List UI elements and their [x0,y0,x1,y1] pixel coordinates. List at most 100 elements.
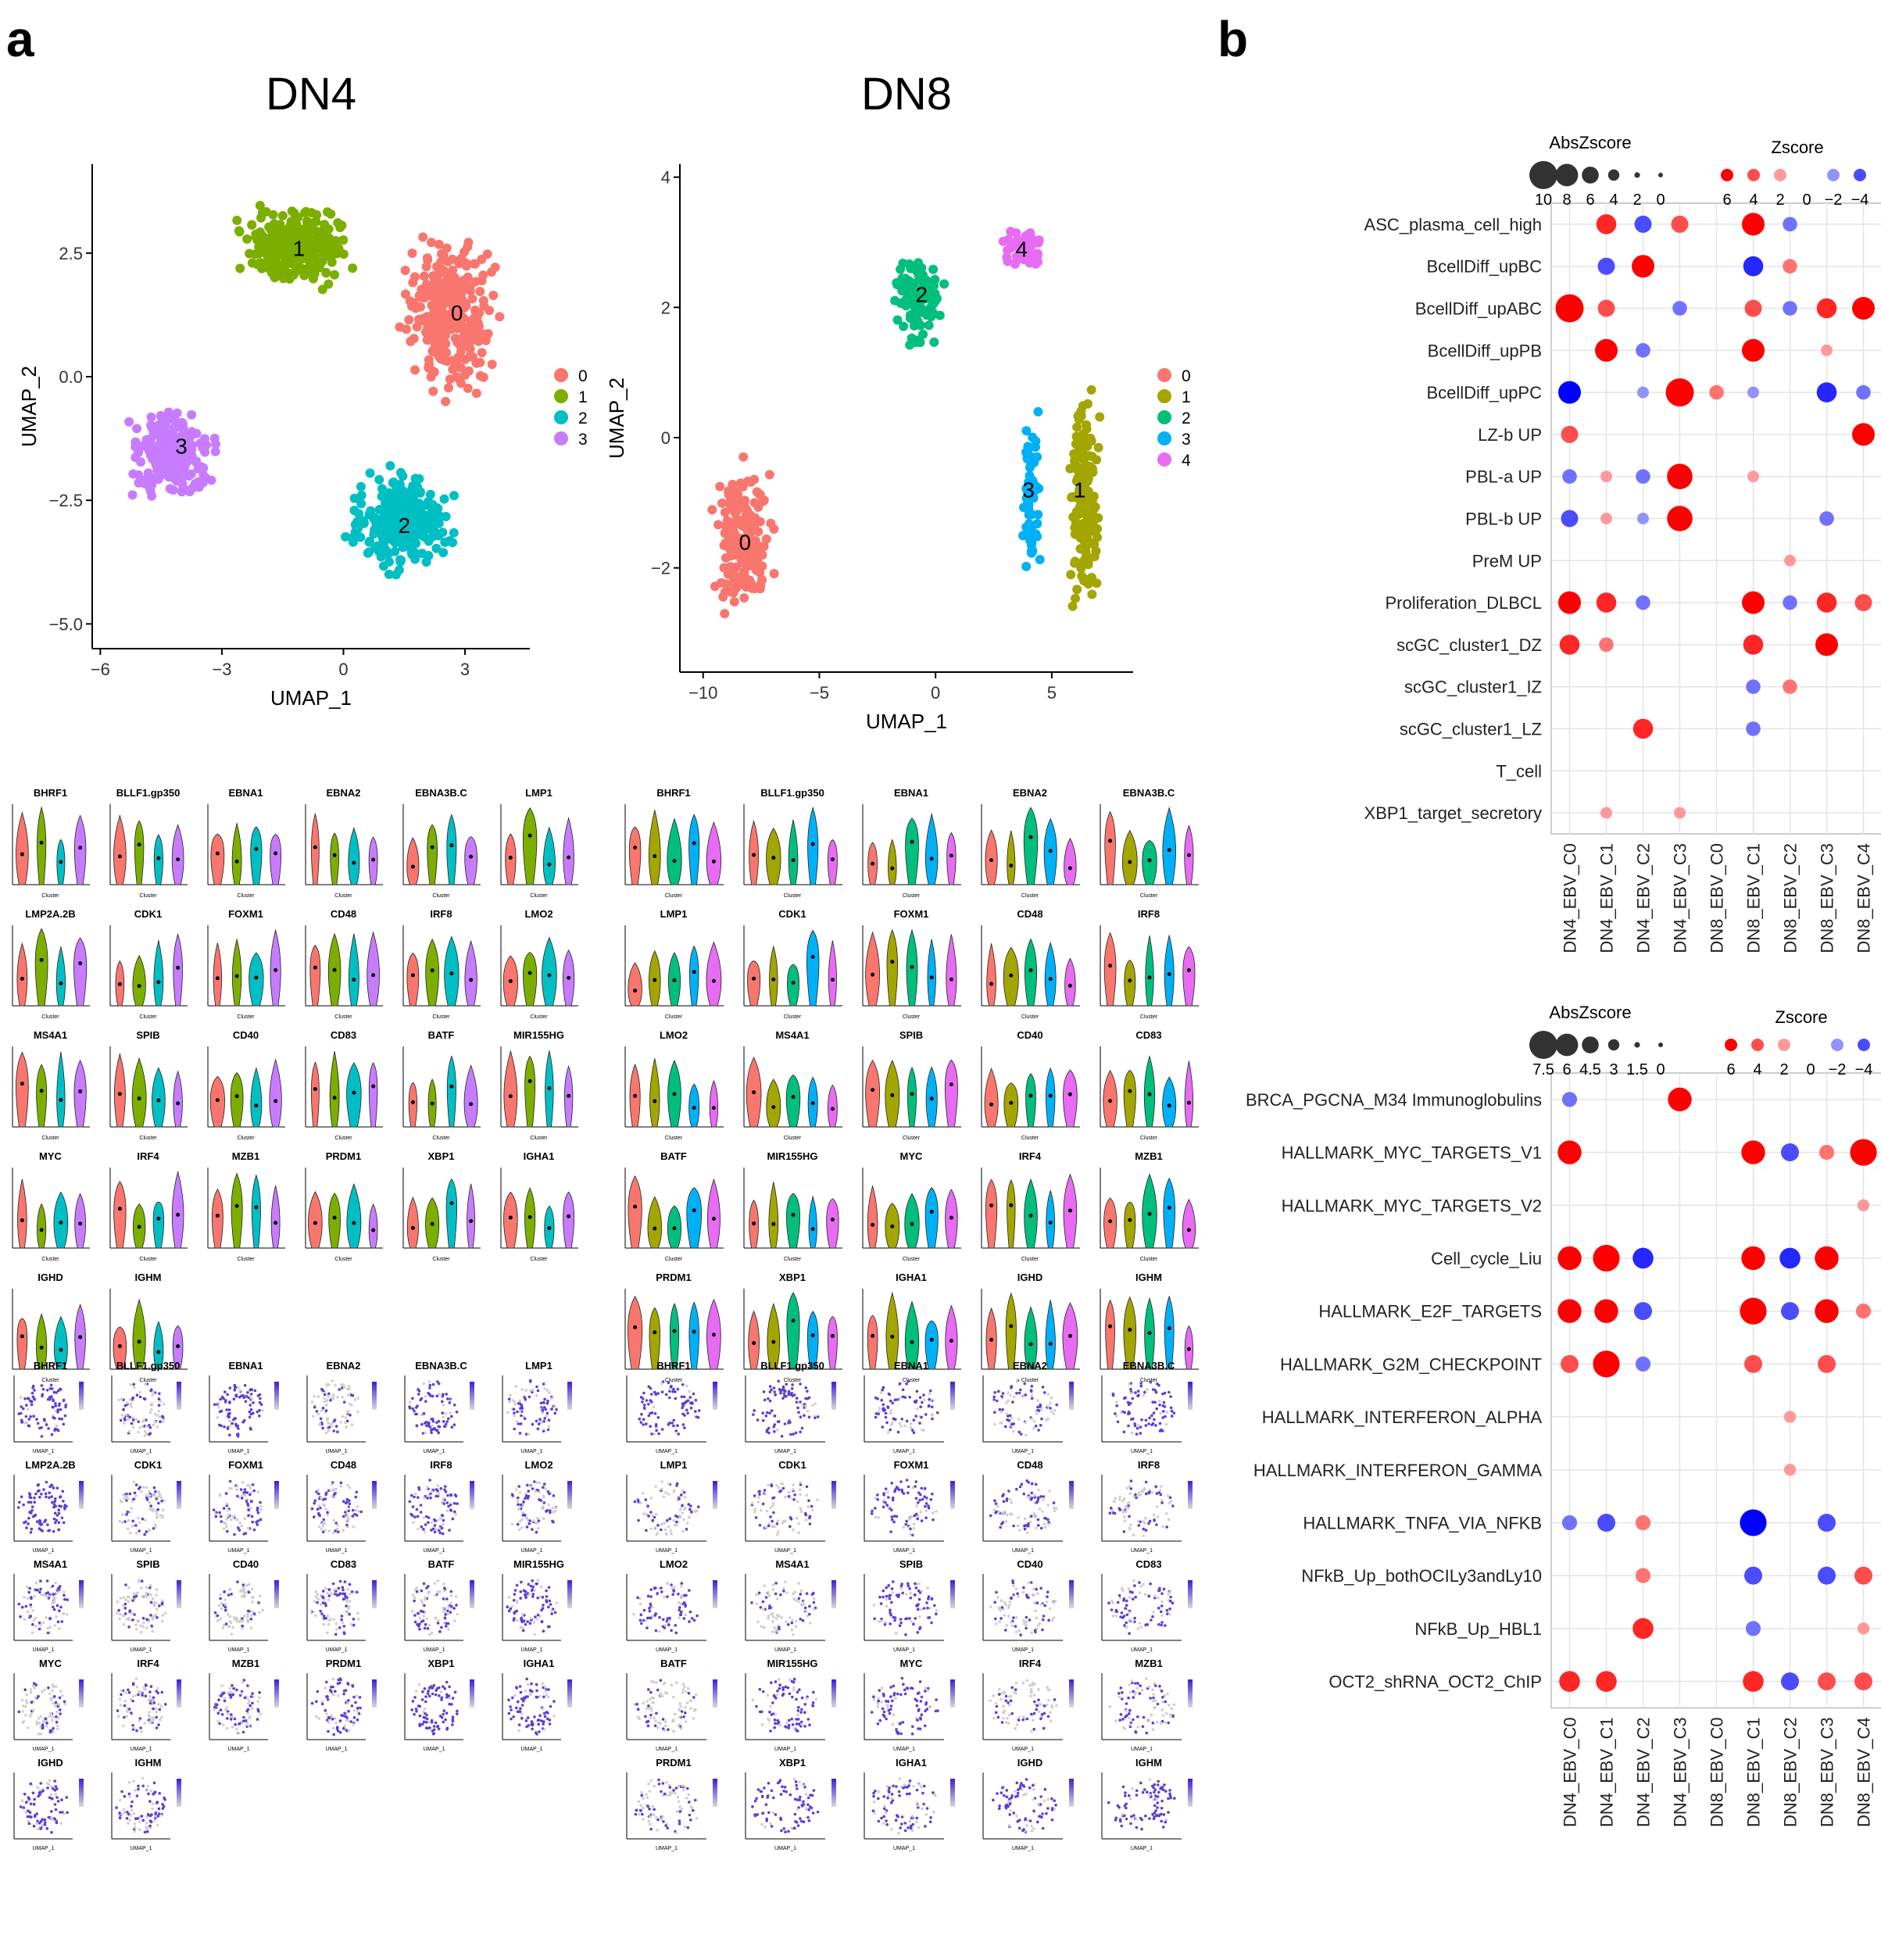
umap-point [1069,449,1078,459]
feature-point [216,1615,220,1618]
umap-point [726,551,735,560]
violin-shape [75,1193,86,1248]
violin-median [673,1093,677,1096]
feature-point [42,1488,45,1491]
feature-point [452,1719,455,1722]
violin-title: EBNA2 [1013,787,1047,799]
feature-title: LMO2 [524,1459,552,1471]
feature-point [152,1390,155,1393]
feature-point [217,1698,220,1701]
feature-point [66,1598,69,1601]
violin-shape [308,1192,322,1248]
feature-point [533,1621,536,1624]
feature-point [527,1522,531,1525]
feature-point [526,1695,529,1698]
feature-point [224,1400,227,1404]
violin-median [871,1223,874,1227]
violin-shape [1185,1061,1193,1127]
violin-median [949,1216,953,1220]
feature-point [238,1396,241,1399]
feature-point [346,1388,349,1391]
violin-median [1049,1094,1053,1098]
feature-point [244,1517,247,1520]
umap-point [750,498,760,507]
feature-point [424,1395,427,1398]
violin-shape [407,838,419,885]
feature-point [141,1625,145,1628]
feature-point [336,1396,339,1399]
violin-shape [1146,935,1154,1006]
feature-point [537,1614,540,1617]
feature-point [519,1707,522,1710]
feature-point [59,1388,62,1391]
cluster-label: 0 [738,530,751,554]
feature-point [422,1615,425,1618]
feature-point [66,1796,69,1799]
umap-point [292,220,302,230]
feature-x-label: UMAP_1 [520,1647,542,1653]
violin-shape [809,1196,817,1248]
feature-point [227,1509,230,1512]
feature-point [139,1396,142,1399]
feature-point [347,1393,350,1397]
feature-points [117,1382,165,1437]
feature-point [52,1596,55,1599]
feature-point [538,1481,541,1484]
feature-point [149,1698,152,1701]
feature-point [225,1502,228,1505]
feature-point [138,1487,141,1490]
violin-shape [1046,1190,1055,1248]
violin-median [333,1216,337,1220]
umap-point [1024,505,1033,514]
violin-shape [786,1075,800,1127]
violin-shape [427,824,438,885]
feature-point [133,1593,136,1596]
violin-median [712,1332,716,1336]
feature-point [327,1429,331,1432]
violin-title: FOXM1 [894,908,929,920]
violin-shape [1104,932,1116,1006]
violin-median [1187,1101,1191,1105]
feature-point [20,1397,23,1400]
violin-shape [1103,1071,1118,1127]
feature-point [37,1795,40,1798]
feature-points [507,1678,556,1736]
feature-point [120,1689,123,1692]
feature-point [349,1403,352,1406]
feature-point [231,1684,234,1687]
feature-point [527,1432,531,1436]
feature-points [214,1580,264,1635]
umap-point [728,496,737,506]
feature-point [425,1515,428,1518]
umap-point [375,521,384,531]
feature-point [348,1385,351,1388]
feature-point [220,1608,223,1611]
feature-point [431,1425,434,1428]
feature-point [245,1719,248,1722]
feature-point [23,1422,27,1425]
feature-point [250,1397,253,1400]
umap-point [725,486,735,495]
feature-point [158,1604,161,1608]
feature-point [540,1719,543,1722]
feature-point [52,1593,55,1596]
violin-median [811,1101,815,1105]
violin-median [673,1226,677,1230]
feature-point [127,1600,131,1603]
feature-point [132,1498,135,1501]
feature-point [228,1401,231,1404]
feature-point [149,1702,152,1705]
feature-point [237,1386,240,1390]
feature-point [138,1426,141,1429]
feature-point [246,1484,249,1487]
feature-point [554,1611,557,1615]
feature-point [234,1723,237,1726]
violin-shape [1124,1070,1135,1127]
feature-point [513,1407,516,1411]
feature-point [33,1389,36,1392]
feature-point [529,1390,532,1393]
feature-point [449,1401,452,1404]
